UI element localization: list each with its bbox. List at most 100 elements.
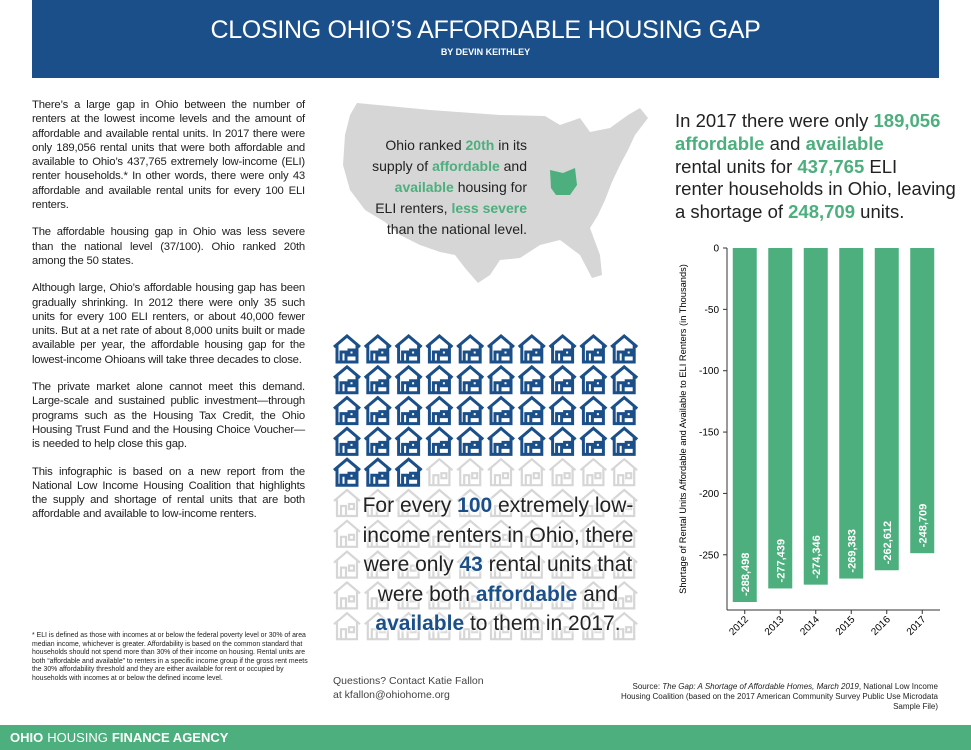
text-line: supply of affordable and <box>320 156 527 177</box>
text-line: ELI renters, less severe <box>320 198 527 219</box>
house-icon <box>579 550 608 579</box>
text-segment: Source: <box>632 682 663 691</box>
text-segment: 189,056 <box>873 110 941 131</box>
house-icon <box>333 426 361 456</box>
house-icon <box>394 550 423 579</box>
house-icon <box>579 457 608 487</box>
y-tick-label: -250 <box>699 550 719 561</box>
text-line: available to them in 2017. <box>318 609 678 639</box>
text-line: rental units for 437,765 ELI <box>675 156 956 179</box>
text-segment: rental units for <box>675 155 798 177</box>
house-icon <box>548 550 577 579</box>
bar <box>839 248 864 579</box>
text-segment: 248,709 <box>788 201 856 223</box>
text-segment: available <box>394 179 454 195</box>
house-icon <box>456 395 485 426</box>
house-icon <box>456 611 484 641</box>
text-segment: 437,765 <box>797 155 865 177</box>
house-icon <box>487 550 515 579</box>
house-icon <box>517 395 546 426</box>
text-segment: , National Low Income Housing Coalition … <box>620 682 938 711</box>
house-icon <box>518 611 546 641</box>
house-icon <box>579 426 608 456</box>
text-segment: were both <box>377 582 476 606</box>
chart-statement: In 2017 there were only 189,056 affordabl… <box>675 110 956 224</box>
value-label: -248,709 <box>917 504 929 547</box>
house-icon <box>548 364 577 395</box>
text-segment: a shortage of <box>675 201 789 223</box>
text-segment: available <box>375 612 465 635</box>
house-icon <box>610 519 638 548</box>
house-icon <box>456 334 485 364</box>
text-segment: supply of <box>372 158 433 174</box>
text-segment: affordable <box>475 582 578 606</box>
text-segment: The Gap: A Shortage of Affordable Homes,… <box>662 682 859 691</box>
header: CLOSING OHIO’S AFFORDABLE HOUSING GAP BY… <box>32 0 939 78</box>
house-icon <box>394 364 423 395</box>
body-text: There’s a large gap in Ohio between the … <box>32 98 305 535</box>
house-icon <box>487 426 515 456</box>
house-icon <box>394 519 423 548</box>
house-icon <box>548 334 577 364</box>
text-segment: Ohio ranked <box>385 137 466 153</box>
text-line: renter households in Ohio, leaving <box>675 178 956 201</box>
house-icon <box>364 550 392 579</box>
byline: BY DEVIN KEITHLEY <box>440 47 531 57</box>
house-icon <box>548 395 577 426</box>
house-icon <box>363 426 392 456</box>
house-icon <box>579 395 608 426</box>
bar <box>874 248 899 571</box>
x-tick-label: 2014 <box>798 614 822 638</box>
contact-line: at kfallon@ohiohome.org <box>333 689 450 701</box>
text-line: were both affordable and <box>318 580 678 610</box>
house-icon <box>517 426 546 456</box>
house-icon <box>333 334 361 364</box>
us-map <box>343 103 648 283</box>
house-icon <box>425 395 454 426</box>
value-label: -277,439 <box>775 539 787 582</box>
house-icon <box>425 457 454 487</box>
house-icon <box>425 580 454 610</box>
text-line: than the national level. <box>320 219 527 240</box>
y-tick-label: -50 <box>705 305 720 316</box>
house-icon <box>425 488 454 518</box>
house-icon <box>548 488 577 518</box>
house-icon <box>456 488 484 518</box>
house-icon <box>518 580 546 610</box>
house-icon <box>425 519 454 548</box>
house-icon <box>456 426 485 456</box>
text-segment: extremely low- <box>492 494 634 517</box>
x-tick-label: 2017 <box>905 614 929 638</box>
bar <box>910 248 935 554</box>
text-segment: housing for <box>453 179 527 195</box>
footer: OHIO HOUSING FINANCE AGENCY <box>0 725 971 750</box>
house-icon <box>333 611 361 641</box>
source: Source: The Gap: A Shortage of Affordabl… <box>620 682 938 711</box>
house-icon <box>364 488 392 518</box>
house-icon <box>333 519 361 548</box>
y-tick-label: -150 <box>699 428 719 439</box>
bar <box>768 248 793 589</box>
house-icon <box>363 334 392 364</box>
house-icon <box>425 550 454 579</box>
contact-line: Questions? Contact Katie Fallon <box>333 675 484 687</box>
house-icon <box>487 364 515 395</box>
bar <box>803 248 828 585</box>
x-tick-label: 2013 <box>763 614 787 638</box>
house-icon <box>579 488 608 518</box>
house-icon <box>487 611 515 641</box>
house-icon <box>517 334 546 364</box>
text-line: For every 100 extremely low- <box>318 491 678 521</box>
x-tick-label: 2015 <box>834 614 858 638</box>
text-segment: and <box>764 132 806 154</box>
bar <box>732 248 757 603</box>
house-icon <box>487 457 515 487</box>
paragraph: Although large, Ohio’s affordable housin… <box>32 282 305 366</box>
text-segment: renter households in Ohio, leaving <box>675 178 956 200</box>
house-icon <box>333 457 361 487</box>
house-icon <box>456 519 484 548</box>
ohio-shape <box>550 168 577 195</box>
house-icon <box>333 550 361 579</box>
text-line: a shortage of 248,709 units. <box>675 201 956 224</box>
y-tick-label: -100 <box>699 366 719 377</box>
